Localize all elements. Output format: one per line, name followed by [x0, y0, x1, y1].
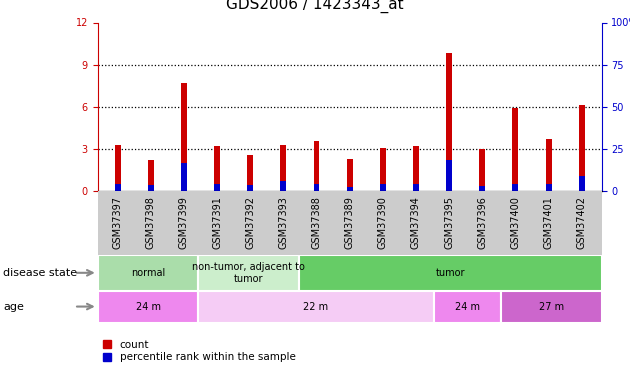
Bar — [579, 105, 585, 191]
Bar — [413, 146, 419, 191]
Bar — [380, 148, 386, 191]
Bar — [280, 145, 286, 191]
Legend: count, percentile rank within the sample: count, percentile rank within the sample — [103, 340, 295, 362]
Text: normal: normal — [131, 268, 165, 278]
Bar — [546, 184, 552, 191]
Text: 22 m: 22 m — [304, 302, 329, 312]
Bar — [147, 160, 154, 191]
Text: non-tumor, adjacent to
tumor: non-tumor, adjacent to tumor — [192, 262, 306, 284]
Bar — [299, 255, 602, 291]
Text: 24 m: 24 m — [455, 302, 480, 312]
Text: GSM37388: GSM37388 — [311, 196, 321, 249]
Bar — [380, 184, 386, 191]
Text: 27 m: 27 m — [539, 302, 564, 312]
Text: GSM37390: GSM37390 — [378, 196, 388, 249]
Bar — [247, 185, 253, 191]
Text: GSM37399: GSM37399 — [179, 196, 189, 249]
Bar — [247, 154, 253, 191]
Text: GSM37400: GSM37400 — [510, 196, 520, 249]
Text: GSM37397: GSM37397 — [113, 196, 123, 249]
Bar — [446, 54, 452, 191]
Bar — [181, 83, 187, 191]
Text: GSM37389: GSM37389 — [345, 196, 355, 249]
Bar — [314, 141, 319, 191]
Text: GSM37392: GSM37392 — [245, 196, 255, 249]
Text: GDS2006 / 1423343_at: GDS2006 / 1423343_at — [226, 0, 404, 13]
Bar — [147, 185, 154, 191]
Bar — [501, 291, 602, 322]
Bar — [546, 139, 552, 191]
Text: GSM37395: GSM37395 — [444, 196, 454, 249]
Bar — [479, 186, 485, 191]
Text: GSM37402: GSM37402 — [576, 196, 587, 249]
Bar — [479, 149, 485, 191]
Bar — [214, 146, 220, 191]
Bar — [181, 163, 187, 191]
Bar — [280, 181, 286, 191]
Text: GSM37396: GSM37396 — [478, 196, 487, 249]
Bar — [314, 184, 319, 191]
Bar — [115, 145, 120, 191]
Bar — [115, 183, 120, 191]
Bar — [198, 255, 299, 291]
Text: GSM37394: GSM37394 — [411, 196, 421, 249]
Bar — [413, 183, 419, 191]
Bar — [512, 184, 518, 191]
Bar — [446, 160, 452, 191]
Text: GSM37398: GSM37398 — [146, 196, 156, 249]
Text: GSM37391: GSM37391 — [212, 196, 222, 249]
Bar — [346, 187, 353, 191]
Text: disease state: disease state — [3, 268, 77, 278]
Text: GSM37393: GSM37393 — [278, 196, 289, 249]
Text: 24 m: 24 m — [135, 302, 161, 312]
Bar — [346, 159, 353, 191]
Text: age: age — [3, 302, 24, 312]
Bar — [214, 183, 220, 191]
Text: tumor: tumor — [436, 268, 465, 278]
Bar — [98, 255, 198, 291]
Bar — [433, 291, 501, 322]
Text: GSM37401: GSM37401 — [544, 196, 554, 249]
Bar — [512, 108, 518, 191]
Bar — [198, 291, 433, 322]
Bar — [579, 177, 585, 191]
Bar — [98, 291, 198, 322]
